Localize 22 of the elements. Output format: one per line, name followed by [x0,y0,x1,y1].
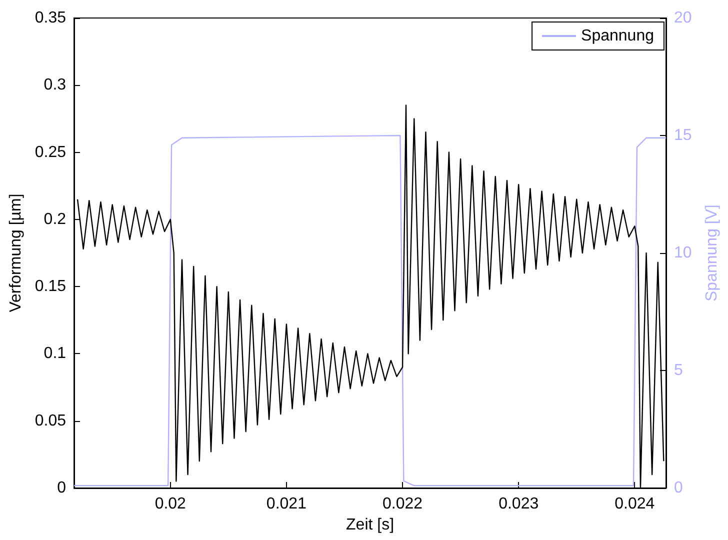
y-tick-label: 0.3 [44,76,66,94]
x-axis-title: Zeit [s] [346,516,394,534]
y2-axis-title: Spannung [V] [704,204,720,302]
y-tick-label: 0.35 [34,10,66,26]
y-tick-label: 0.15 [34,278,66,296]
y-tick-label: 0.1 [44,345,66,362]
x-tick-label: 0.022 [382,496,423,512]
y2-tick-label: 20 [674,10,692,26]
x-tick-label: 0.021 [266,496,307,512]
x-tick-label: 0.023 [498,496,539,512]
y-axis-title: Verformung [µm] [8,194,24,312]
y2-tick-label: 10 [674,244,692,262]
y2-tick-label: 15 [674,127,692,144]
y-tick-label: 0.25 [34,144,66,161]
x-tick-label: 0.02 [154,496,186,512]
legend-label: Spannung [581,28,654,44]
y2-tick-label: 5 [674,362,683,379]
y-tick-label: 0 [57,480,66,496]
y2-tick-label: 0 [674,480,683,496]
x-tick-label: 0.024 [614,496,655,512]
y-tick-label: 0.05 [34,412,66,430]
y-tick-label: 0.2 [44,210,66,228]
